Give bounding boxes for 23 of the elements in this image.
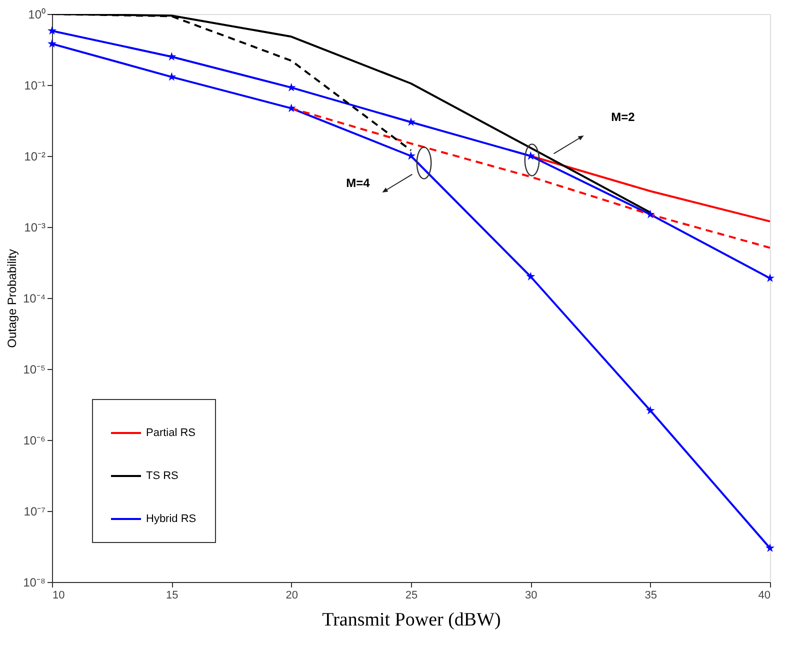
- annotation: M=4: [346, 176, 370, 190]
- y-tick-label: 10⁻⁴: [22, 292, 46, 306]
- x-tick-label: 30: [525, 590, 538, 602]
- y-tick-label: 10⁻⁷: [24, 504, 46, 518]
- y-tick-label: 10⁻²: [24, 150, 46, 164]
- x-tick-label: 15: [166, 590, 178, 602]
- y-tick-label: 10⁻⁸: [23, 576, 46, 590]
- x-tick-label: 20: [286, 590, 298, 602]
- legend-label: Hybrid RS: [146, 513, 196, 525]
- legend-label: Partial RS: [146, 427, 196, 439]
- y-tick-label: 10⁻⁶: [23, 434, 46, 448]
- x-tick-label: 35: [644, 590, 657, 602]
- y-tick-label: 10⁰: [28, 8, 46, 22]
- y-tick-label: 10⁻³: [24, 220, 46, 234]
- annotation: M=2: [611, 110, 636, 124]
- x-tick-label: 10: [52, 590, 65, 602]
- x-axis-title: Transmit Power (dBW): [322, 610, 501, 630]
- x-tick-label: 25: [405, 590, 418, 602]
- legend-label: TS RS: [146, 470, 178, 482]
- y-tick-label: 10⁻⁵: [23, 362, 46, 376]
- x-tick-label: 40: [758, 590, 770, 602]
- y-axis-title: Outage Probability: [4, 249, 19, 348]
- y-tick-label: 10⁻¹: [24, 78, 46, 92]
